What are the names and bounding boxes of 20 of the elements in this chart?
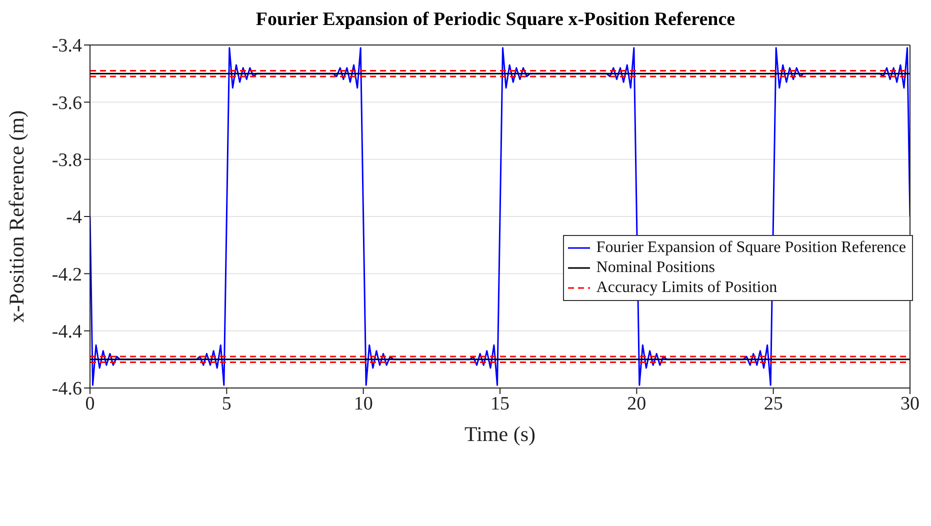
y-tick-label: -3.4 (52, 36, 82, 57)
x-axis-title: Time (s) (464, 422, 536, 446)
chart-title: Fourier Expansion of Periodic Square x-Position Reference (254, 8, 736, 32)
x-tick-label: 0 (85, 393, 95, 414)
y-tick-label: -4 (66, 207, 82, 228)
y-tick-label: -4.6 (52, 378, 82, 400)
legend-label: Nominal Positions (596, 258, 715, 278)
legend-label: Accuracy Limits of Position (596, 278, 778, 298)
y-tick-label: -3.6 (52, 92, 82, 114)
y-axis-title: x-Position Reference (m) (4, 110, 28, 323)
x-tick-label: 30 (900, 393, 920, 414)
y-tick-label: -4.2 (52, 264, 82, 286)
x-tick-label: 10 (354, 393, 373, 414)
x-tick-label: 15 (490, 393, 510, 414)
x-tick-label: 25 (764, 393, 783, 414)
x-tick-label: 20 (627, 393, 646, 414)
y-tick-label: -4.4 (52, 322, 82, 343)
x-tick-label: 5 (222, 393, 232, 414)
legend-label: Fourier Expansion of Square Position Reference (596, 238, 906, 258)
y-tick-label: -3.8 (52, 150, 82, 172)
